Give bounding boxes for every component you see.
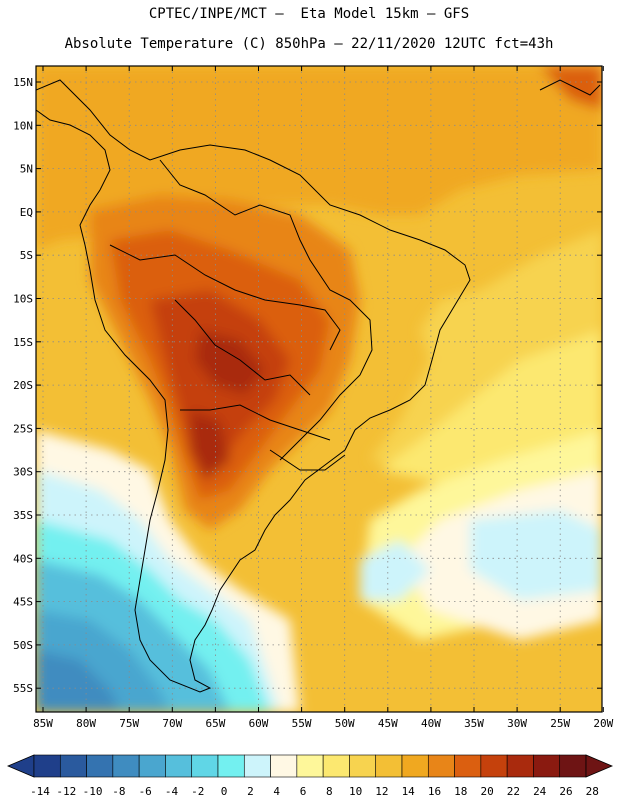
lon-label: 30W: [507, 717, 527, 730]
lon-label: 60W: [249, 717, 269, 730]
lat-label: EQ: [20, 206, 33, 219]
lon-label: 45W: [378, 717, 398, 730]
colorbar: [6, 754, 614, 778]
lat-label: 20S: [13, 379, 33, 392]
map-frame: [35, 65, 603, 713]
temperature-field: [36, 66, 602, 712]
colorbar-segment: [59, 754, 87, 778]
colorbar-tick-label: -12: [56, 785, 76, 798]
colorbar-segment: [559, 754, 587, 778]
colorbar-arrow-low: [6, 754, 35, 778]
coastlines: [36, 79, 601, 693]
colorbar-segment: [296, 754, 324, 778]
colorbar-segment: [375, 754, 403, 778]
colorbar-tick-label: 14: [402, 785, 416, 798]
title-line-2: Absolute Temperature (C) 850hPa – 22/11/…: [64, 36, 554, 52]
colorbar-tick-label: 10: [349, 785, 362, 798]
colorbar-segment: [86, 754, 114, 778]
colorbar-segment: [138, 754, 166, 778]
lat-label: 15S: [13, 336, 33, 349]
lon-label: 25W: [550, 717, 570, 730]
colorbar-segment: [191, 754, 219, 778]
colorbar-tick-label: 8: [326, 785, 333, 798]
lat-label: 25S: [13, 422, 33, 435]
grid-lines: [36, 66, 602, 712]
lon-label: 50W: [335, 717, 355, 730]
lon-label: 75W: [119, 717, 139, 730]
lat-label: 10N: [13, 119, 33, 132]
colorbar-segment: [427, 754, 455, 778]
colorbar-segment: [270, 754, 298, 778]
colorbar-tick-label: 20: [480, 785, 493, 798]
lat-label: 35S: [13, 509, 33, 522]
colorbar-segment: [33, 754, 61, 778]
colorbar-tick-label: -4: [165, 785, 179, 798]
colorbar-tick-label: 0: [221, 785, 228, 798]
colorbar-segment: [243, 754, 271, 778]
lat-label: 40S: [13, 552, 33, 565]
colorbar-segment: [165, 754, 193, 778]
colorbar-tick-label: 2: [247, 785, 254, 798]
colorbar-tick-label: 12: [375, 785, 388, 798]
colorbar-tick-label: -6: [139, 785, 152, 798]
colorbar-segment: [533, 754, 561, 778]
colorbar-segment: [349, 754, 377, 778]
colorbar-tick-label: 26: [559, 785, 572, 798]
lat-label: 5N: [20, 163, 33, 176]
lon-label: 35W: [464, 717, 484, 730]
colorbar-segment: [454, 754, 482, 778]
colorbar-tick-label: 24: [533, 785, 547, 798]
colorbar-tick-label: 28: [586, 785, 599, 798]
colorbar-tick-label: 18: [454, 785, 467, 798]
colorbar-tick-label: -14: [30, 785, 50, 798]
lon-label: 40W: [421, 717, 441, 730]
lat-label: 10S: [13, 293, 33, 306]
lon-label: 55W: [292, 717, 312, 730]
lon-label: 65W: [205, 717, 225, 730]
colorbar-segment: [506, 754, 534, 778]
lat-label: 45S: [13, 596, 33, 609]
colorbar-segment: [112, 754, 140, 778]
colorbar-tick-label: 4: [273, 785, 280, 798]
lon-label: 85W: [33, 717, 53, 730]
colorbar-tick-label: 16: [428, 785, 441, 798]
colorbar-segment: [480, 754, 508, 778]
colorbar-tick-label: 6: [300, 785, 307, 798]
colorbar-tick-label: -10: [83, 785, 103, 798]
lat-label: 30S: [13, 466, 33, 479]
lon-label: 70W: [162, 717, 182, 730]
colorbar-tick-label: 22: [507, 785, 520, 798]
lat-label: 5S: [20, 249, 33, 262]
colorbar-segment: [322, 754, 350, 778]
colorbar-tick-label: -8: [112, 785, 125, 798]
lon-label: 80W: [76, 717, 96, 730]
lat-label: 50S: [13, 639, 33, 652]
colorbar-arrow-high: [585, 754, 614, 778]
colorbar-tick-label: -2: [191, 785, 204, 798]
lon-label: 20W: [593, 717, 613, 730]
lat-label: 55S: [13, 682, 33, 695]
colorbar-segment: [401, 754, 429, 778]
lat-label: 15N: [13, 76, 33, 89]
colorbar-segment: [217, 754, 245, 778]
title-line-1: CPTEC/INPE/MCT – Eta Model 15km – GFS: [148, 6, 470, 22]
